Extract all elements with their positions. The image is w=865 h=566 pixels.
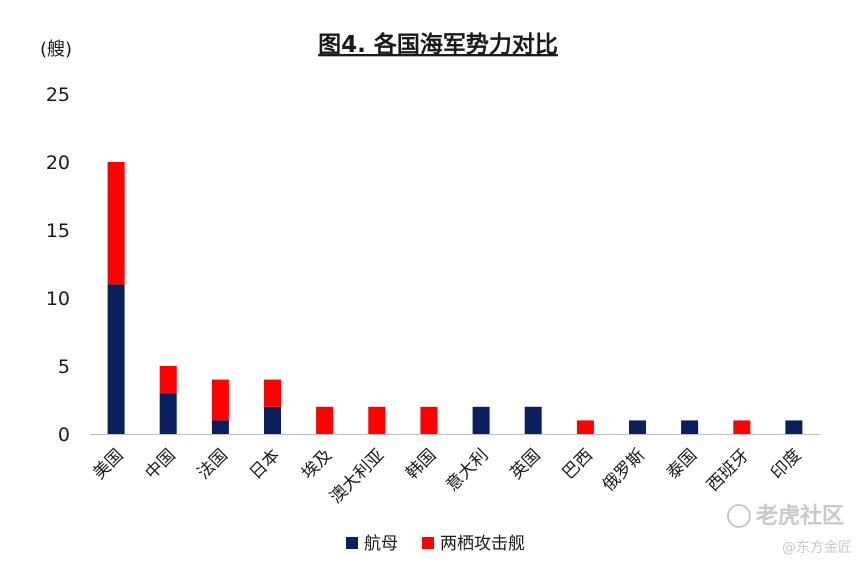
bar-carrier-2 xyxy=(211,420,229,434)
bar-amphibious-5 xyxy=(368,406,386,434)
bar-carrier-10 xyxy=(629,420,646,434)
watermark: 老虎社区 @东方金匠 xyxy=(727,503,852,556)
bar-carrier-8 xyxy=(524,406,542,434)
x-tick-label: 韩国 xyxy=(402,445,440,483)
x-tick-label: 英国 xyxy=(507,445,545,483)
bar-carrier-1 xyxy=(159,393,177,434)
x-tick-label: 埃及 xyxy=(298,445,336,483)
bar-carrier-0 xyxy=(107,284,125,434)
bar-amphibious-1 xyxy=(159,366,177,394)
bar-amphibious-2 xyxy=(211,379,229,421)
legend-label-amphibious: 两栖攻击舰 xyxy=(440,534,525,554)
bar-amphibious-12 xyxy=(733,420,751,434)
bar-carrier-3 xyxy=(264,406,281,434)
x-tick-label: 日本 xyxy=(246,445,284,483)
y-tick-label: 0 xyxy=(58,424,70,446)
x-tick-label: 法国 xyxy=(194,445,232,483)
bar-amphibious-0 xyxy=(107,162,125,285)
y-tick-label: 20 xyxy=(46,152,70,174)
watermark-logo-icon xyxy=(727,504,751,528)
watermark-source: @东方金匠 xyxy=(782,540,852,556)
y-tick-label: 10 xyxy=(46,288,70,310)
x-tick-label: 巴西 xyxy=(559,445,597,483)
y-axis-unit-label: (艘) xyxy=(40,39,72,60)
y-tick-label: 15 xyxy=(46,220,70,242)
legend-swatch-amphibious xyxy=(422,537,434,549)
legend-swatch-carrier xyxy=(346,537,358,549)
x-tick-label: 俄罗斯 xyxy=(599,445,649,495)
bar-amphibious-6 xyxy=(420,406,438,434)
y-tick-label: 25 xyxy=(46,84,70,106)
bar-carrier-11 xyxy=(681,420,699,434)
x-tick-label: 泰国 xyxy=(663,445,701,483)
chart-title: 图4. 各国海军势力对比 xyxy=(318,31,558,58)
legend: 航母 两栖攻击舰 xyxy=(346,534,525,554)
bar-carrier-13 xyxy=(785,420,803,434)
bar-amphibious-4 xyxy=(316,406,334,434)
bar-amphibious-9 xyxy=(576,420,594,434)
bar-amphibious-3 xyxy=(264,379,281,407)
x-tick-label: 中国 xyxy=(142,445,180,483)
legend-label-carrier: 航母 xyxy=(364,534,398,554)
x-tick-label: 美国 xyxy=(89,445,127,483)
bar-carrier-7 xyxy=(472,406,490,434)
x-tick-label: 意大利 xyxy=(442,445,492,495)
y-tick-label: 5 xyxy=(58,356,70,378)
bars xyxy=(107,162,803,434)
y-axis-ticks: 0 5 10 15 20 25 xyxy=(46,84,70,446)
x-tick-label: 印度 xyxy=(767,445,805,483)
x-tick-label: 澳大利亚 xyxy=(326,445,388,507)
x-tick-label: 西班牙 xyxy=(703,445,753,495)
watermark-brand: 老虎社区 xyxy=(755,503,844,529)
